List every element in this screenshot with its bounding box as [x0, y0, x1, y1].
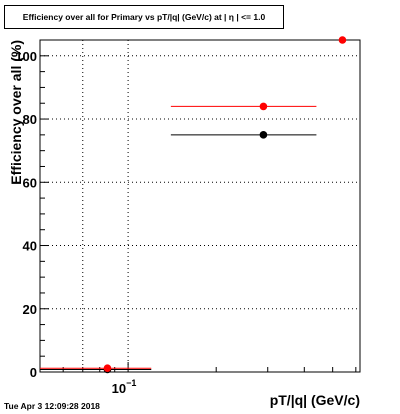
y-tick-label: 100 [15, 49, 37, 64]
data-point [259, 131, 268, 139]
chart-title: Efficiency over all for Primary vs pT/|q… [4, 5, 284, 29]
axes: 0 20 40 60 80 100 10 −1 [15, 39, 357, 396]
data-point [259, 102, 268, 111]
x-axis-label: pT/|q| (GeV/c) [270, 392, 360, 408]
grid [40, 40, 360, 372]
data-marks [40, 36, 347, 374]
timestamp: Tue Apr 3 12:09:28 2018 [4, 401, 100, 411]
data-point [338, 36, 347, 44]
y-axis-label: Efficiency over all (%) [8, 40, 24, 185]
plot-frame [39, 39, 361, 373]
x-tick-label: 10 [112, 381, 126, 396]
x-tick-label-exponent: −1 [126, 378, 136, 388]
y-tick-label: 80 [23, 112, 37, 127]
y-tick-label: 20 [23, 302, 37, 317]
y-tick-label: 40 [23, 239, 37, 254]
data-point [103, 364, 112, 373]
y-tick-label: 0 [30, 365, 37, 380]
y-tick-label: 60 [23, 175, 37, 190]
